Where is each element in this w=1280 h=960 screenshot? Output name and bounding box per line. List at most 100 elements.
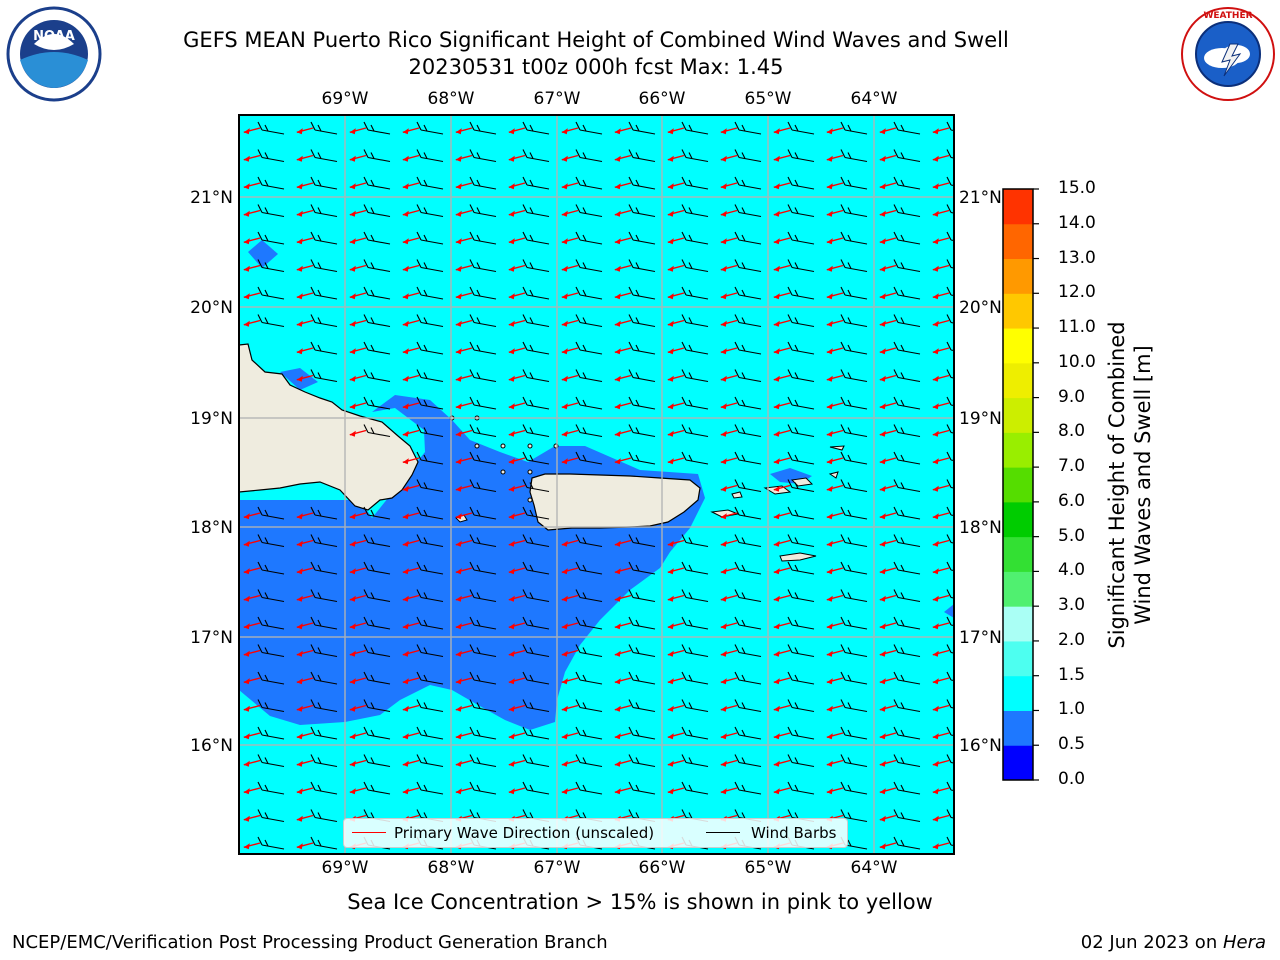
lat-tick-label: 18°N (190, 518, 233, 538)
wave-direction-arrow (932, 539, 950, 547)
wave-direction-arrow (243, 677, 261, 685)
wind-barb (363, 754, 391, 768)
wind-barb (575, 286, 603, 300)
wind-barb (310, 644, 338, 658)
wave-direction-arrow (402, 374, 420, 382)
wind-barb (628, 259, 656, 273)
wind-barb (522, 286, 550, 300)
wind-barb (469, 561, 497, 575)
wind-barb (257, 589, 285, 603)
wave-direction-arrow (508, 374, 526, 382)
wave-direction-arrow (349, 319, 367, 327)
wave-direction-arrow (561, 649, 579, 657)
wave-direction-arrow (773, 594, 791, 602)
wind-barb (469, 341, 497, 355)
wave-direction-arrow (932, 512, 950, 520)
wave-direction-arrow (296, 182, 314, 190)
wind-barb (681, 754, 709, 768)
wave-direction-arrow (349, 154, 367, 162)
wind-barb (893, 369, 921, 383)
wind-barb (416, 506, 444, 520)
wind-barb (840, 699, 868, 713)
wave-direction-arrow (667, 649, 685, 657)
wind-barb (734, 369, 762, 383)
lon-tick-label: 65°W (745, 89, 792, 109)
wave-direction-arrow (932, 154, 950, 162)
wave-direction-arrow (614, 237, 632, 245)
wave-direction-arrow (402, 154, 420, 162)
wave-direction-arrow (402, 567, 420, 575)
wind-barb (363, 341, 391, 355)
wave-direction-arrow (455, 347, 473, 355)
wave-direction-arrow (296, 512, 314, 520)
map-frame (238, 114, 955, 855)
wave-direction-arrow (508, 264, 526, 272)
wind-barb (257, 506, 285, 520)
wind-barb (946, 836, 954, 847)
wind-barb (575, 671, 603, 685)
wave-direction-arrow (349, 732, 367, 740)
wind-barb (363, 671, 391, 685)
wind-barb (628, 671, 656, 685)
wind-barb (363, 424, 391, 438)
wind-barb (416, 781, 444, 795)
wind-barb (628, 204, 656, 218)
wind-barb (469, 644, 497, 658)
wave-direction-arrow (879, 759, 897, 767)
wave-direction-arrow (455, 429, 473, 437)
wave-direction-arrow (773, 649, 791, 657)
wave-direction-arrow (243, 787, 261, 795)
wind-barb (681, 204, 709, 218)
wind-barb (734, 479, 762, 493)
wave-direction-arrow (243, 539, 261, 547)
wind-barb (363, 396, 391, 410)
wave-direction-arrow (614, 594, 632, 602)
lon-tick-label: 67°W (534, 858, 581, 878)
wave-direction-arrow (402, 237, 420, 245)
wave-direction-arrow (932, 732, 950, 740)
wind-barb (416, 121, 444, 135)
wind-barb (575, 176, 603, 190)
wave-direction-arrow (349, 264, 367, 272)
wind-barb (416, 479, 444, 493)
wave-direction-arrow (614, 732, 632, 740)
wave-direction-arrow (296, 567, 314, 575)
wind-barb (628, 231, 656, 245)
wind-barb (363, 231, 391, 245)
wave-direction-arrow (508, 292, 526, 300)
wind-barb (946, 589, 954, 599)
wave-direction-arrow (773, 154, 791, 162)
wave-direction-arrow (932, 594, 950, 602)
wave-direction-arrow (879, 622, 897, 630)
wave-direction-arrow (561, 457, 579, 465)
wave-direction-arrow (402, 347, 420, 355)
ocean-mid-patch (944, 604, 954, 618)
wind-barb (893, 754, 921, 768)
wave-direction-arrow (614, 127, 632, 135)
wind-barb (946, 121, 954, 132)
wave-direction-arrow (826, 649, 844, 657)
lat-tick-label: 21°N (190, 188, 233, 208)
sea-ice-caption: Sea Ice Concentration > 15% is shown in … (347, 890, 933, 914)
wave-direction-arrow (508, 594, 526, 602)
wave-direction-arrow (508, 402, 526, 410)
wind-barb (840, 204, 868, 218)
wind-barb (893, 809, 921, 823)
wave-direction-arrow (879, 787, 897, 795)
wave-direction-arrow (508, 512, 526, 520)
wind-barb (840, 671, 868, 685)
wave-direction-arrow (932, 649, 950, 657)
lon-tick-label: 64°W (851, 89, 898, 109)
wind-barb (522, 506, 550, 520)
wave-direction-arrow (879, 594, 897, 602)
wind-barb (575, 616, 603, 630)
colorbar-tick-label: 3.0 (1058, 595, 1086, 616)
wind-barb (734, 699, 762, 713)
wind-barb (946, 149, 954, 159)
wind-barb (946, 616, 954, 627)
wind-barb (257, 231, 285, 245)
wave-direction-arrow (561, 732, 579, 740)
wave-direction-arrow (508, 347, 526, 355)
wind-barb (840, 396, 868, 410)
wave-direction-arrow (402, 209, 420, 217)
